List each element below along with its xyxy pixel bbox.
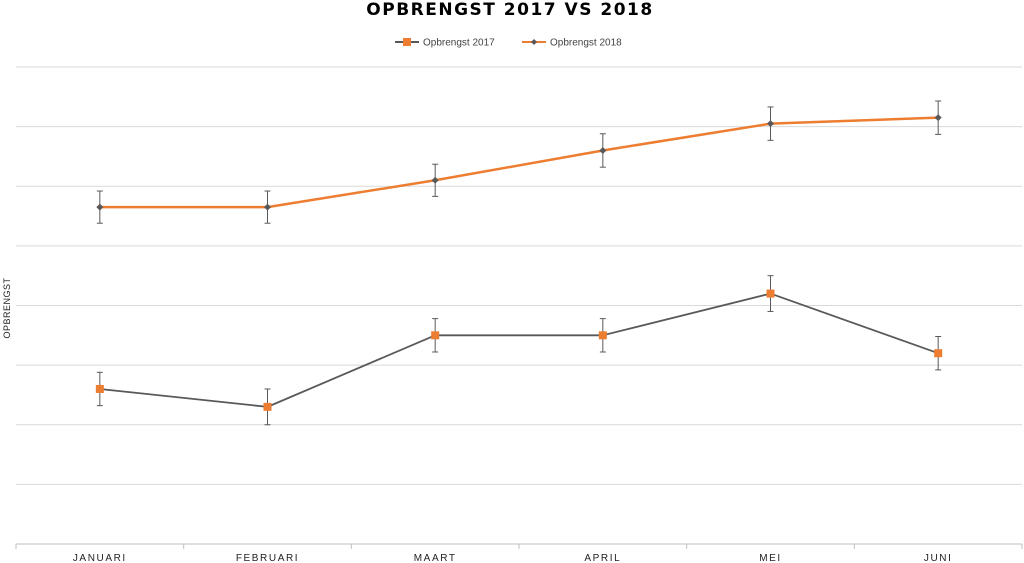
legend-swatch-marker (403, 38, 411, 46)
chart-title: OPBRENGST 2017 VS 2018 (366, 0, 653, 20)
series-1 (95, 275, 943, 426)
data-point (598, 331, 607, 340)
x-tick-label: JUNI (924, 553, 953, 563)
legend-item: Opbrengst 2018 (522, 38, 622, 49)
series-line (99, 292, 939, 408)
data-point (767, 120, 774, 128)
x-tick-label: FEBRUARI (236, 553, 299, 563)
x-axis-tick-labels: JANUARI FEBRUARI MAART APRIL MEI JUNI (15, 544, 1023, 563)
data-point (431, 176, 439, 184)
data-point (96, 203, 104, 211)
data-point (934, 114, 942, 122)
x-tick-label: MEI (759, 553, 782, 563)
legend-item: Opbrengst 2017 (395, 38, 495, 49)
series-line (99, 116, 939, 209)
legend: Opbrengst 2017 Opbrengst 2018 (395, 38, 622, 49)
series-2 (96, 100, 942, 224)
legend-swatch-marker (531, 39, 537, 45)
data-point (934, 349, 943, 358)
series-layer (95, 100, 943, 426)
data-point (95, 384, 104, 393)
data-point (263, 402, 272, 411)
x-tick-label: APRIL (584, 553, 621, 563)
x-tick-label: MAART (414, 553, 457, 563)
x-tick-label: JANUARI (73, 553, 127, 563)
y-axis-title: OPBRENGST (2, 277, 12, 338)
legend-label: Opbrengst 2017 (423, 38, 495, 49)
data-point (599, 146, 607, 154)
legend-label: Opbrengst 2018 (550, 38, 622, 49)
gridlines (16, 66, 1022, 545)
data-point (264, 203, 271, 211)
data-point (766, 289, 775, 298)
data-point (431, 331, 440, 340)
